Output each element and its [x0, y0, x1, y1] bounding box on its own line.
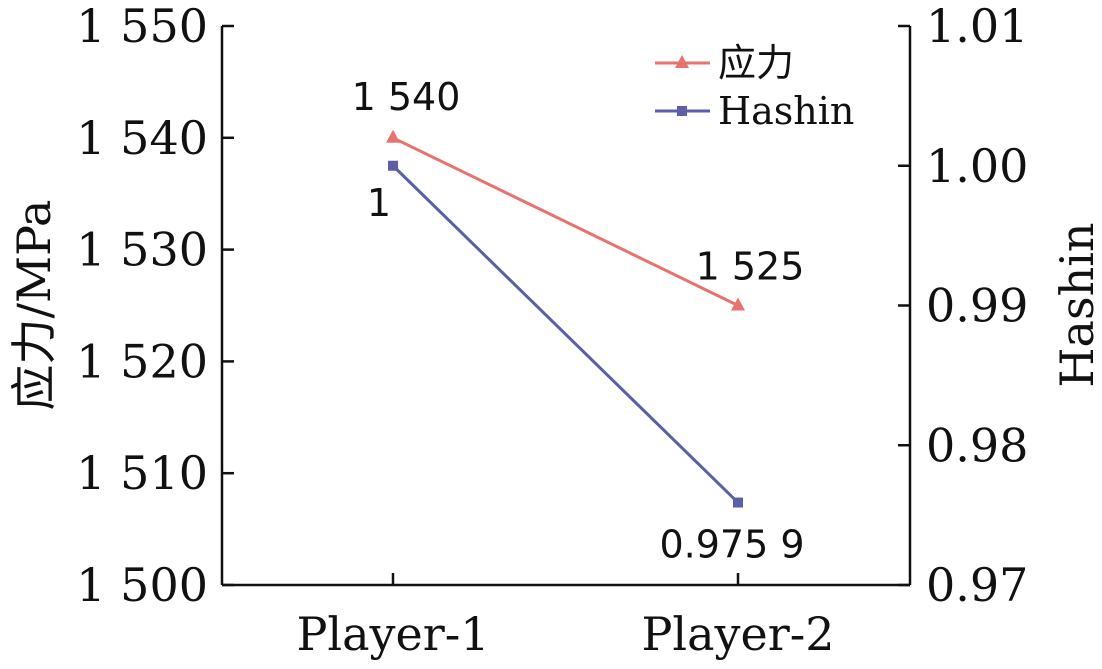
legend-stress-triangle-icon	[675, 55, 689, 68]
legend: 应力 Hashin	[655, 41, 854, 133]
legend-item-stress: 应力	[655, 41, 794, 85]
stress-line	[392, 136, 739, 307]
right-tick-label: 0.97	[926, 558, 1028, 612]
right-axis-title: Hashin	[1050, 222, 1102, 387]
x-axis-ticks: Player-1 Player-2	[296, 573, 835, 661]
legend-hashin-label: Hashin	[718, 89, 854, 133]
left-tick-label: 1 510	[76, 446, 208, 500]
series-stress: 1 540 1 525	[352, 75, 805, 311]
stress-data-label: 1 525	[696, 245, 805, 289]
hashin-point-marker	[388, 160, 398, 171]
series-layer: 1 540 1 525 1 0.975 9	[352, 75, 805, 567]
right-tick-label: 1.01	[926, 0, 1028, 53]
left-tick-label: 1 500	[76, 558, 208, 612]
legend-stress-label: 应力	[718, 41, 794, 85]
stress-data-label: 1 540	[352, 75, 461, 119]
legend-item-hashin: Hashin	[655, 89, 854, 133]
series-hashin: 1 0.975 9	[367, 160, 805, 567]
right-tick-label: 0.99	[926, 279, 1028, 333]
right-tick-label: 1.00	[926, 139, 1028, 193]
stress-point-marker	[386, 129, 400, 143]
right-tick-label: 0.98	[926, 418, 1028, 472]
left-tick-label: 1 530	[76, 223, 208, 277]
hashin-data-label: 1	[367, 181, 391, 225]
legend-hashin-square-icon	[677, 106, 687, 116]
left-tick-label: 1 550	[76, 0, 208, 53]
left-tick-label: 1 540	[76, 111, 208, 165]
left-axis-title: 应力/MPa	[7, 200, 61, 411]
stress-point-marker	[731, 297, 745, 311]
hashin-line	[391, 164, 740, 504]
hashin-point-marker	[733, 497, 743, 508]
x-tick-label: Player-2	[641, 607, 834, 661]
x-tick-label: Player-1	[296, 607, 489, 661]
left-tick-label: 1 520	[76, 334, 208, 388]
right-axis: 0.97 0.98 0.99 1.00 1.01	[898, 0, 1028, 612]
left-axis: 1 500 1 510 1 520 1 530 1 540 1 550	[76, 0, 234, 612]
left-axis-ticks: 1 500 1 510 1 520 1 530 1 540 1 550	[76, 0, 234, 612]
right-axis-ticks: 0.97 0.98 0.99 1.00 1.01	[898, 0, 1028, 612]
x-axis: Player-1 Player-2	[222, 573, 910, 661]
hashin-data-label: 0.975 9	[659, 523, 804, 567]
